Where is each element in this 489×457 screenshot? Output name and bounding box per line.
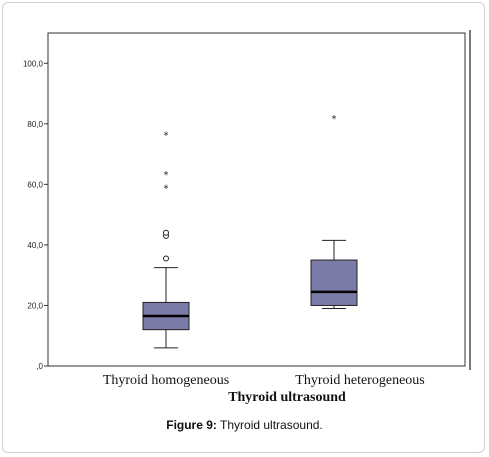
extreme-point-0-3: * bbox=[164, 170, 169, 181]
extreme-point-1-0: * bbox=[332, 114, 337, 125]
x-axis-title: Thyroid ultrasound bbox=[228, 390, 346, 405]
y-tick-label-3: 60,0 bbox=[27, 180, 43, 189]
outlier-point-0-x1 bbox=[163, 229, 169, 236]
figure-frame bbox=[2, 2, 485, 453]
y-tick-label-5: 100,0 bbox=[23, 59, 44, 68]
y-tick-label-4: 80,0 bbox=[27, 120, 43, 129]
figure-caption: Figure 9: Thyroid ultrasound. bbox=[0, 418, 489, 432]
y-tick-label-1: 20,0 bbox=[27, 301, 43, 310]
y-axis-ticks: ,0 20,0 40,0 60,0 80,0 100,0 bbox=[23, 59, 48, 371]
boxes-group: * * * * bbox=[142, 114, 358, 349]
outlier-point-0-0 bbox=[163, 255, 169, 262]
plot-area bbox=[47, 32, 466, 367]
figure-caption-text: Thyroid ultrasound. bbox=[220, 418, 323, 432]
y-tick-label-2: 40,0 bbox=[27, 241, 43, 250]
extreme-point-0-2: * bbox=[164, 183, 169, 194]
box-1 bbox=[310, 259, 358, 306]
x-category-label-0: Thyroid homogeneous bbox=[103, 373, 229, 388]
x-category-label-1: Thyroid heterogeneous bbox=[295, 373, 424, 388]
boxplot-chart: ,0 20,0 40,0 60,0 80,0 100,0 * * * * Thyroid hom… bbox=[23, 30, 471, 405]
extreme-point-0-4: * bbox=[164, 130, 169, 141]
figure-number: Figure 9: bbox=[166, 418, 217, 432]
y-tick-label-0: ,0 bbox=[36, 362, 43, 371]
